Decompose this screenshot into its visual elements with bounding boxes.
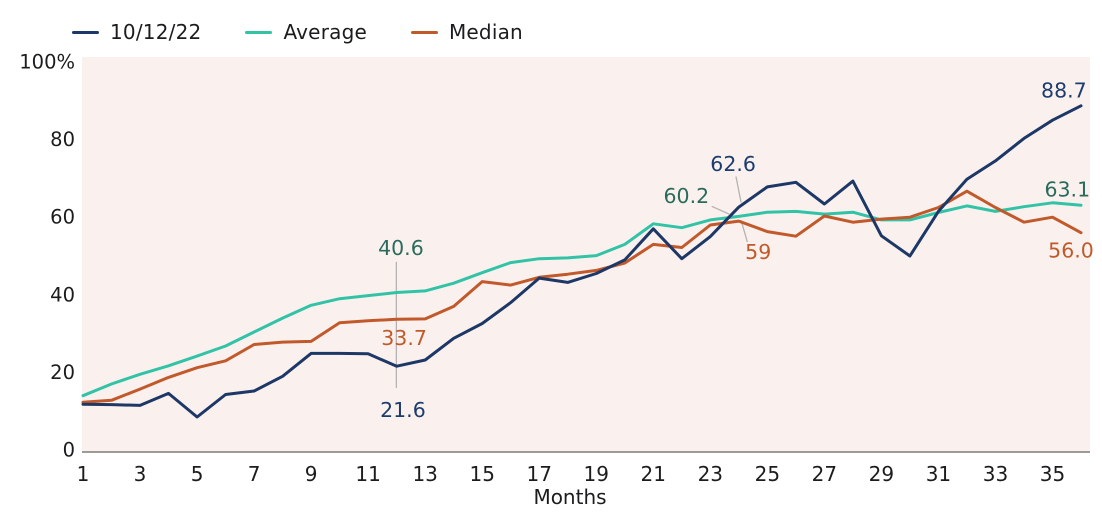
legend-item-average: Average <box>245 21 367 43</box>
x-tick-label: 1 <box>77 462 90 486</box>
x-tick-label: 21 <box>641 462 666 486</box>
legend-label: Average <box>283 20 367 44</box>
legend-label: 10/12/22 <box>110 20 202 44</box>
plot-background <box>82 57 1090 452</box>
y-tick-label: 100% <box>19 51 75 74</box>
series-line-10-12-22 <box>81 104 1083 419</box>
x-tick-label: 29 <box>869 462 894 486</box>
y-tick-label: 40 <box>50 283 75 306</box>
y-tick-label: 60 <box>50 206 75 229</box>
annotation-value-59: 59 <box>745 240 771 264</box>
legend-item-median: Median <box>410 20 523 44</box>
x-tick-label: 5 <box>191 462 204 486</box>
annotation-leader-line <box>711 205 730 215</box>
x-axis-title: Months <box>533 485 606 509</box>
x-tick-label: 11 <box>355 462 380 486</box>
x-tick-label: 33 <box>983 462 1008 486</box>
annotation-value-33.7: 33.7 <box>381 326 427 350</box>
annotation-value-60.2: 60.2 <box>664 184 710 208</box>
x-tick-label: 9 <box>305 462 318 486</box>
x-tick-label: 17 <box>526 462 551 486</box>
x-tick-label: 13 <box>412 462 437 486</box>
x-tick-label: 19 <box>584 462 609 486</box>
x-tick-label: 35 <box>1040 462 1065 486</box>
y-tick-label: 0 <box>63 439 75 462</box>
x-tick-label: 3 <box>134 462 147 486</box>
annotation-value-63.1: 63.1 <box>1044 178 1090 202</box>
x-tick-label: 25 <box>755 462 780 486</box>
y-tick-label: 80 <box>50 128 75 151</box>
x-tick-label: 23 <box>698 462 723 486</box>
legend-swatch-median <box>410 30 438 34</box>
annotation-value-21.6: 21.6 <box>380 398 426 422</box>
annotation-leader-line <box>735 176 742 203</box>
chart-legend: 10/12/22 Average Median <box>72 21 523 43</box>
series-line-average <box>81 201 1083 398</box>
series-line-median <box>81 189 1083 404</box>
y-tick-label: 20 <box>50 361 75 384</box>
x-tick-label: 15 <box>469 462 494 486</box>
annotation-value-62.6: 62.6 <box>710 152 756 176</box>
annotation-value-56.0: 56.0 <box>1048 239 1094 263</box>
legend-item-10-12-22: 10/12/22 <box>72 21 201 43</box>
x-tick-label: 7 <box>248 462 261 486</box>
legend-swatch-average <box>245 30 273 34</box>
x-tick-label: 31 <box>926 462 951 486</box>
annotation-value-88.7: 88.7 <box>1041 79 1087 103</box>
annotation-value-40.6: 40.6 <box>378 236 424 260</box>
x-tick-label: 27 <box>812 462 837 486</box>
legend-swatch-10-12-22 <box>72 30 99 34</box>
legend-label: Median <box>448 20 523 44</box>
